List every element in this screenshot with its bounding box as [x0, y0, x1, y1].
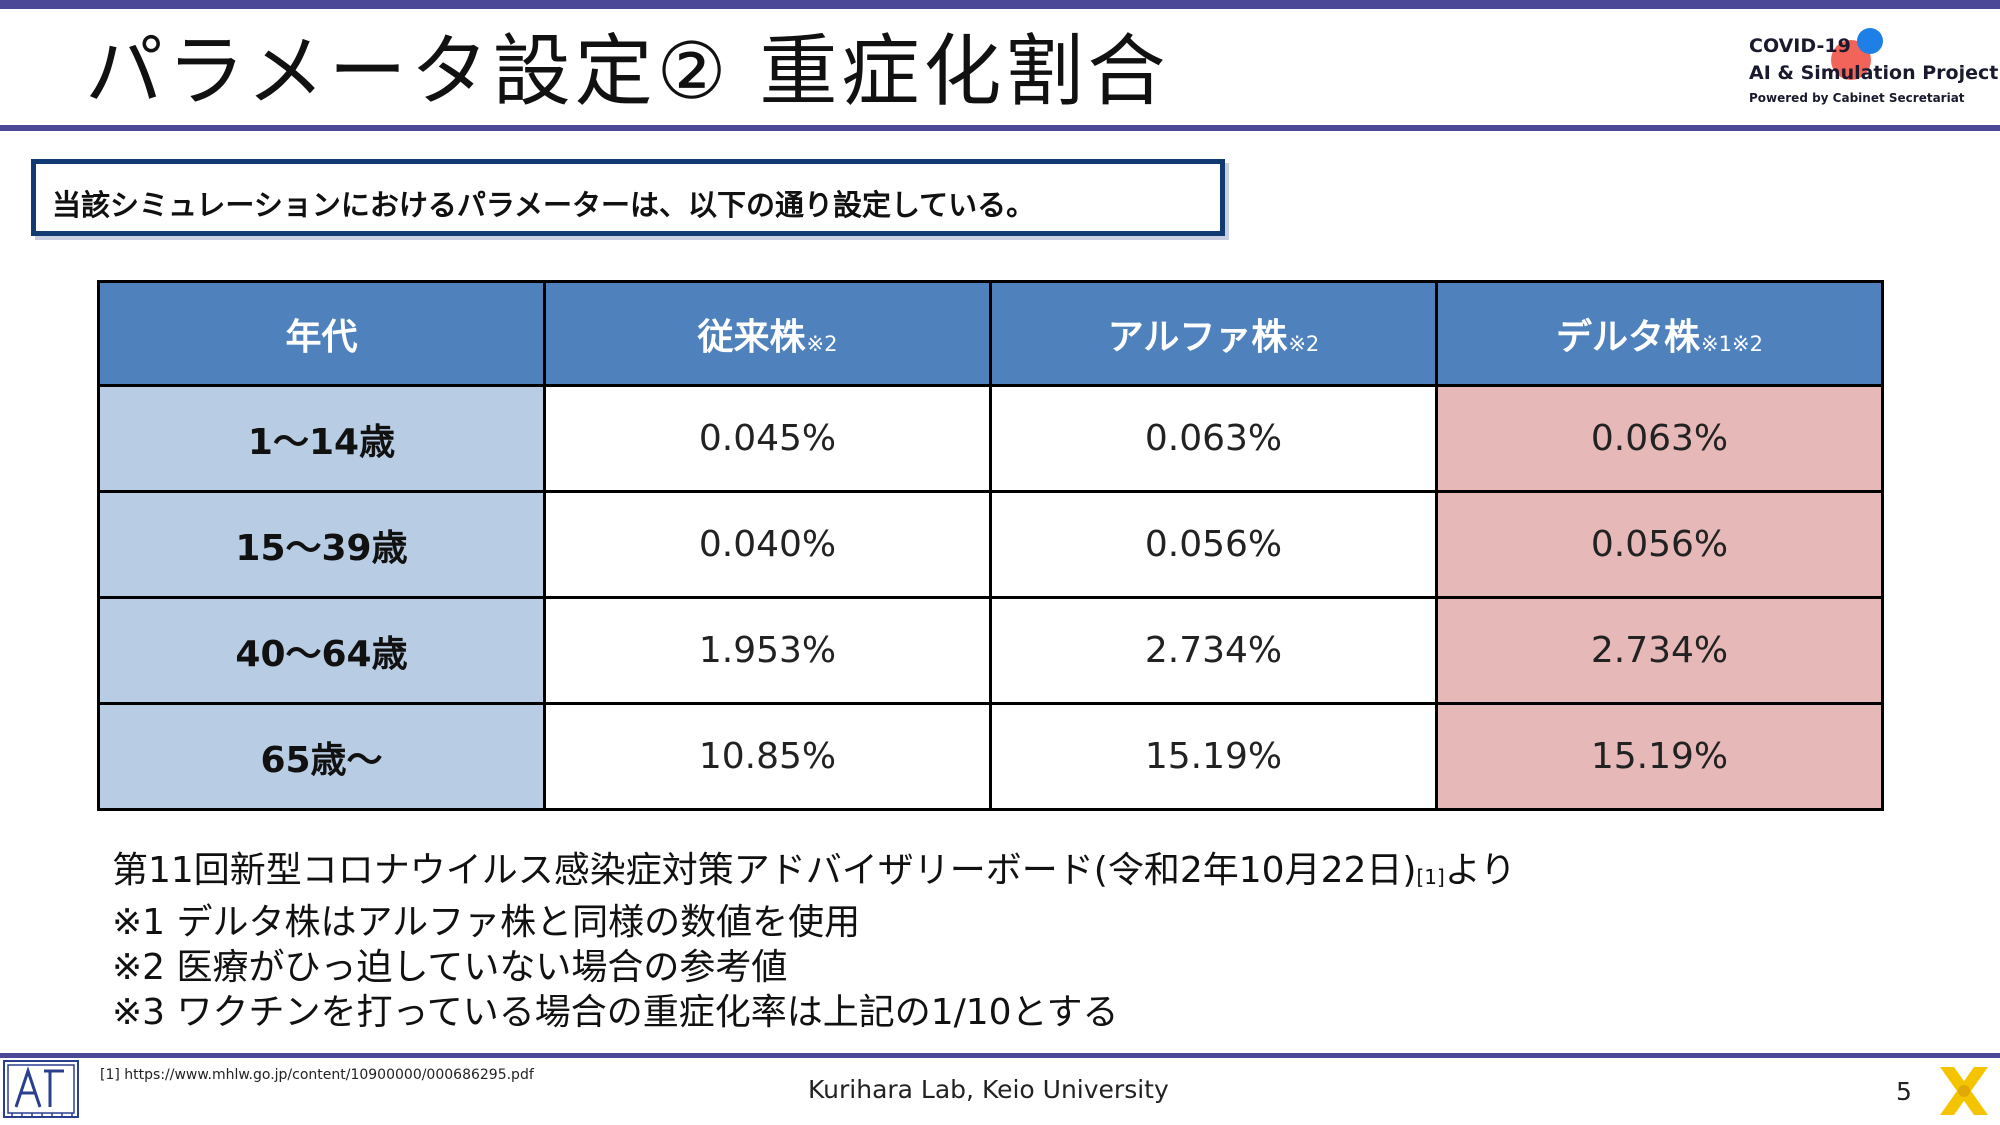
delta-cell: 15.19%: [1435, 702, 1884, 811]
conventional-cell: 0.040%: [543, 490, 992, 599]
notes-block: 第11回新型コロナウイルス感染症対策アドバイザリーボード(令和2年10月22日)…: [112, 848, 1516, 1035]
header-conventional-strain: 従来株※2: [543, 280, 992, 387]
source-note: 第11回新型コロナウイルス感染症対策アドバイザリーボード(令和2年10月22日)…: [112, 850, 1517, 891]
conventional-cell: 0.045%: [543, 384, 992, 493]
table-row: 15～39歳 0.040% 0.056% 0.056%: [97, 490, 1884, 599]
alpha-cell: 2.734%: [989, 596, 1438, 705]
alpha-cell: 0.063%: [989, 384, 1438, 493]
note-2: ※2 医療がひっ迫していない場合の参考値: [112, 947, 788, 988]
delta-cell: 0.063%: [1435, 384, 1884, 493]
reference-marker: [1]: [1416, 865, 1445, 889]
note-1: ※1 デルタ株はアルファ株と同様の数値を使用: [112, 902, 861, 943]
alpha-cell: 15.19%: [989, 702, 1438, 811]
lab-logo-icon: [3, 1060, 79, 1118]
title-divider: [0, 125, 2000, 131]
delta-cell: 2.734%: [1435, 596, 1884, 705]
header-delta-strain: デルタ株※1※2: [1435, 280, 1884, 387]
logo-blue-dot-icon: [1857, 28, 1883, 54]
x-brand-icon: [1940, 1067, 1988, 1115]
note-3: ※3 ワクチンを打っている場合の重症化率は上記の1/10とする: [112, 992, 1119, 1033]
top-accent-bar: [0, 0, 2000, 9]
alpha-cell: 0.056%: [989, 490, 1438, 599]
callout-text: 当該シミュレーションにおけるパラメーターは、以下の通り設定している。: [52, 188, 1036, 222]
table-row: 65歳～ 10.85% 15.19% 15.19%: [97, 702, 1884, 811]
callout-box: 当該シミュレーションにおけるパラメーターは、以下の通り設定している。: [31, 159, 1225, 236]
logo-line-3: Powered by Cabinet Secretariat: [1749, 91, 1965, 105]
footer-affiliation: Kurihara Lab, Keio University: [808, 1075, 1169, 1104]
severity-rate-table: 年代 従来株※2 アルファ株※2 デルタ株※1※2 1～14歳 0.045% 0…: [97, 280, 1884, 811]
table-header-row: 年代 従来株※2 アルファ株※2 デルタ株※1※2: [97, 280, 1884, 387]
logo-line-2: AI & Simulation Project: [1749, 62, 1999, 84]
reference-footnote: [1] https://www.mhlw.go.jp/content/10900…: [100, 1067, 534, 1083]
age-cell: 65歳～: [97, 702, 546, 811]
table-row: 1～14歳 0.045% 0.063% 0.063%: [97, 384, 1884, 493]
header-alpha-strain: アルファ株※2: [989, 280, 1438, 387]
header-age-group: 年代: [97, 280, 546, 387]
footer-divider: [0, 1053, 2000, 1058]
logo-line-1: COVID-19: [1749, 35, 1851, 57]
covid-ai-project-logo: COVID-19 AI & Simulation Project Powered…: [1745, 28, 1998, 118]
delta-cell: 0.056%: [1435, 490, 1884, 599]
age-cell: 15～39歳: [97, 490, 546, 599]
page-number: 5: [1896, 1077, 1912, 1106]
slide-title: パラメータ設定② 重症化割合: [85, 27, 1170, 117]
age-cell: 40～64歳: [97, 596, 546, 705]
table-row: 40～64歳 1.953% 2.734% 2.734%: [97, 596, 1884, 705]
age-cell: 1～14歳: [97, 384, 546, 493]
conventional-cell: 10.85%: [543, 702, 992, 811]
conventional-cell: 1.953%: [543, 596, 992, 705]
